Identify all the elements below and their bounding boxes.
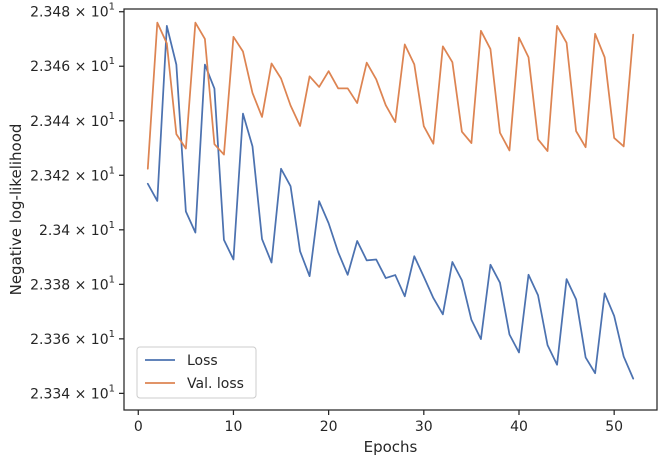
y-axis-title: Negative log-likelihood — [7, 124, 25, 296]
plot-frame — [123, 8, 658, 411]
x-tick-label: 20 — [320, 419, 338, 435]
y-tick-label: 2.336 × 101 — [30, 329, 115, 348]
y-tick-label: 2.34 × 101 — [39, 220, 115, 239]
y-tick-label: 2.334 × 101 — [30, 383, 115, 402]
x-tick-label: 0 — [134, 419, 143, 435]
series-line-val-loss — [146, 21, 635, 170]
x-tick-label: 30 — [415, 419, 433, 435]
series-layer — [146, 21, 635, 380]
y-axis: 2.334 × 101 2.336 × 101 2.338 × 101 2.34 × … — [30, 2, 124, 402]
plot-background — [124, 9, 657, 410]
y-tick-label: 2.344 × 101 — [30, 111, 115, 130]
y-tick-label: 2.346 × 101 — [30, 56, 115, 75]
y-tick-label: 2.338 × 101 — [30, 274, 115, 293]
y-tick-label: 2.342 × 101 — [30, 165, 115, 184]
legend: Loss Val. loss — [136, 346, 257, 399]
x-axis: 0 10 20 30 40 50 — [134, 410, 623, 435]
legend-val-loss-label: Val. loss — [187, 376, 244, 392]
x-tick-label: 40 — [510, 419, 528, 435]
series-line-loss — [146, 25, 635, 380]
x-tick-label: 50 — [605, 419, 623, 435]
legend-loss-label: Loss — [187, 353, 218, 369]
x-axis-title: Epochs — [364, 438, 418, 456]
y-tick-label: 2.348 × 101 — [30, 2, 115, 21]
x-tick-label: 10 — [225, 419, 243, 435]
